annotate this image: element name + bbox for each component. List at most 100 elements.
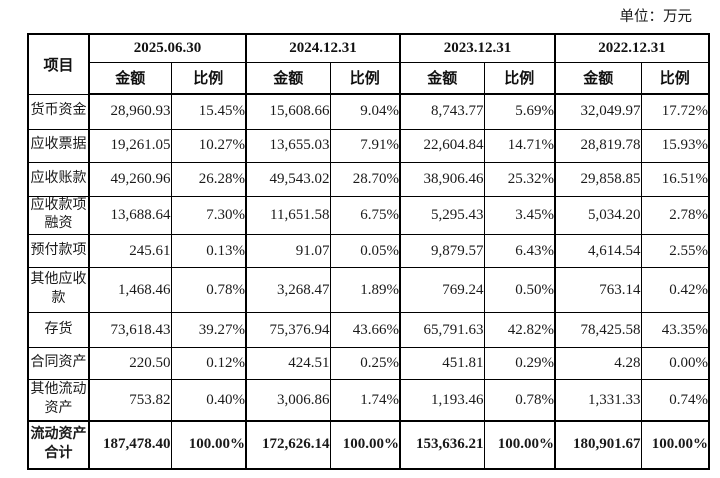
amount-cell: 451.81 bbox=[399, 347, 485, 381]
ratio-cell: 7.30% bbox=[170, 195, 247, 236]
table-row: 其他流动资产 753.82 0.40% 3,006.86 1.74% 1,193.46 0.… bbox=[27, 379, 710, 422]
amount-cell: 73,618.43 bbox=[88, 312, 172, 349]
amount-header: 金额 bbox=[245, 61, 331, 95]
ratio-cell: 100.00% bbox=[640, 419, 710, 470]
table-row: 其他应收款 1,468.46 0.78% 3,268.47 1.89% 769.24 0.5… bbox=[27, 267, 710, 314]
ratio-cell: 0.29% bbox=[483, 347, 556, 381]
ratio-cell: 42.82% bbox=[483, 312, 556, 349]
ratio-cell: 3.45% bbox=[483, 195, 556, 236]
row-label: 其他应收款 bbox=[27, 267, 90, 314]
table-row: 应收票据 19,261.05 10.27% 13,655.03 7.91% 22,604.… bbox=[27, 128, 710, 163]
amount-header: 金额 bbox=[88, 61, 172, 95]
amount-cell: 22,604.84 bbox=[399, 128, 485, 163]
amount-cell: 753.82 bbox=[88, 379, 172, 422]
ratio-cell: 15.45% bbox=[170, 93, 247, 130]
ratio-cell: 6.75% bbox=[329, 195, 401, 236]
amount-cell: 3,006.86 bbox=[245, 379, 331, 422]
amount-cell: 15,608.66 bbox=[245, 93, 331, 130]
amount-cell: 13,655.03 bbox=[245, 128, 331, 163]
ratio-cell: 0.12% bbox=[170, 347, 247, 381]
ratio-cell: 25.32% bbox=[483, 161, 556, 197]
current-assets-table: 项目 2025.06.30 2024.12.31 2023.12.31 2022… bbox=[27, 33, 710, 470]
amount-cell: 769.24 bbox=[399, 267, 485, 314]
amount-cell: 245.61 bbox=[88, 234, 172, 269]
ratio-cell: 0.74% bbox=[640, 379, 710, 422]
ratio-cell: 26.28% bbox=[170, 161, 247, 197]
amount-cell: 78,425.58 bbox=[554, 312, 642, 349]
row-label: 合同资产 bbox=[27, 347, 90, 381]
ratio-cell: 0.78% bbox=[483, 379, 556, 422]
ratio-cell: 10.27% bbox=[170, 128, 247, 163]
ratio-header: 比例 bbox=[329, 61, 401, 95]
ratio-cell: 15.93% bbox=[640, 128, 710, 163]
table-row: 预付款项 245.61 0.13% 91.07 0.05% 9,879.57 6.43% 4,… bbox=[27, 234, 710, 269]
unit-label: 单位：万元 bbox=[619, 9, 693, 25]
table-row: 货币资金 28,960.93 15.45% 15,608.66 9.04% 8,743.7… bbox=[27, 93, 710, 130]
table-row: 应收款项融资 13,688.64 7.30% 11,651.58 6.75% 5,295.… bbox=[27, 195, 710, 236]
amount-cell: 9,879.57 bbox=[399, 234, 485, 269]
amount-header: 金额 bbox=[554, 61, 642, 95]
amount-cell: 1,193.46 bbox=[399, 379, 485, 422]
amount-cell: 180,901.67 bbox=[554, 419, 642, 470]
table-row: 合同资产 220.50 0.12% 424.51 0.25% 451.81 0.29% 4.2… bbox=[27, 347, 710, 381]
ratio-header: 比例 bbox=[483, 61, 556, 95]
row-label: 流动资产合计 bbox=[27, 419, 90, 470]
ratio-cell: 1.89% bbox=[329, 267, 401, 314]
total-row: 流动资产合计 187,478.40 100.00% 172,626.14 100.00%… bbox=[27, 419, 710, 470]
ratio-cell: 9.04% bbox=[329, 93, 401, 130]
table-row: 存货 73,618.43 39.27% 75,376.94 43.66% 65,791.6… bbox=[27, 312, 710, 349]
row-label: 应收票据 bbox=[27, 128, 90, 163]
row-label: 存货 bbox=[27, 312, 90, 349]
ratio-cell: 0.25% bbox=[329, 347, 401, 381]
ratio-cell: 16.51% bbox=[640, 161, 710, 197]
amount-cell: 220.50 bbox=[88, 347, 172, 381]
amount-cell: 13,688.64 bbox=[88, 195, 172, 236]
table-row: 应收账款 49,260.96 26.28% 49,543.02 28.70% 38,906… bbox=[27, 161, 710, 197]
date-header-2025-06-30: 2025.06.30 bbox=[88, 33, 247, 63]
ratio-cell: 0.13% bbox=[170, 234, 247, 269]
amount-cell: 1,331.33 bbox=[554, 379, 642, 422]
ratio-cell: 2.55% bbox=[640, 234, 710, 269]
amount-cell: 49,260.96 bbox=[88, 161, 172, 197]
date-header-2023-12-31: 2023.12.31 bbox=[399, 33, 556, 63]
ratio-cell: 39.27% bbox=[170, 312, 247, 349]
amount-cell: 4,614.54 bbox=[554, 234, 642, 269]
ratio-header: 比例 bbox=[170, 61, 247, 95]
amount-cell: 38,906.46 bbox=[399, 161, 485, 197]
date-header-row: 项目 2025.06.30 2024.12.31 2023.12.31 2022… bbox=[27, 33, 710, 95]
sub-header-row: 金额 比例 金额 比例 金额 比例 金额 比例 bbox=[28, 61, 710, 95]
item-column-header: 项目 bbox=[27, 33, 90, 95]
amount-cell: 65,791.63 bbox=[399, 312, 485, 349]
amount-cell: 29,858.85 bbox=[554, 161, 642, 197]
row-label: 其他流动资产 bbox=[27, 379, 90, 422]
ratio-cell: 7.91% bbox=[329, 128, 401, 163]
date-header-2022-12-31: 2022.12.31 bbox=[554, 33, 710, 63]
amount-cell: 28,960.93 bbox=[88, 93, 172, 130]
ratio-cell: 28.70% bbox=[329, 161, 401, 197]
row-label: 货币资金 bbox=[27, 93, 90, 130]
ratio-cell: 2.78% bbox=[640, 195, 710, 236]
ratio-cell: 0.05% bbox=[329, 234, 401, 269]
amount-cell: 91.07 bbox=[245, 234, 331, 269]
ratio-cell: 1.74% bbox=[329, 379, 401, 422]
ratio-cell: 100.00% bbox=[329, 419, 401, 470]
amount-cell: 49,543.02 bbox=[245, 161, 331, 197]
ratio-cell: 0.42% bbox=[640, 267, 710, 314]
amount-cell: 424.51 bbox=[245, 347, 331, 381]
amount-cell: 5,295.43 bbox=[399, 195, 485, 236]
amount-cell: 75,376.94 bbox=[245, 312, 331, 349]
amount-cell: 11,651.58 bbox=[245, 195, 331, 236]
amount-cell: 5,034.20 bbox=[554, 195, 642, 236]
table-body: 货币资金 28,960.93 15.45% 15,608.66 9.04% 8,743.7… bbox=[27, 93, 710, 470]
ratio-cell: 0.50% bbox=[483, 267, 556, 314]
ratio-cell: 14.71% bbox=[483, 128, 556, 163]
amount-header: 金额 bbox=[399, 61, 485, 95]
ratio-cell: 17.72% bbox=[640, 93, 710, 130]
ratio-cell: 0.00% bbox=[640, 347, 710, 381]
ratio-cell: 43.66% bbox=[329, 312, 401, 349]
amount-cell: 4.28 bbox=[554, 347, 642, 381]
date-header-2024-12-31: 2024.12.31 bbox=[245, 33, 401, 63]
ratio-cell: 0.40% bbox=[170, 379, 247, 422]
ratio-cell: 100.00% bbox=[170, 419, 247, 470]
ratio-cell: 100.00% bbox=[483, 419, 556, 470]
